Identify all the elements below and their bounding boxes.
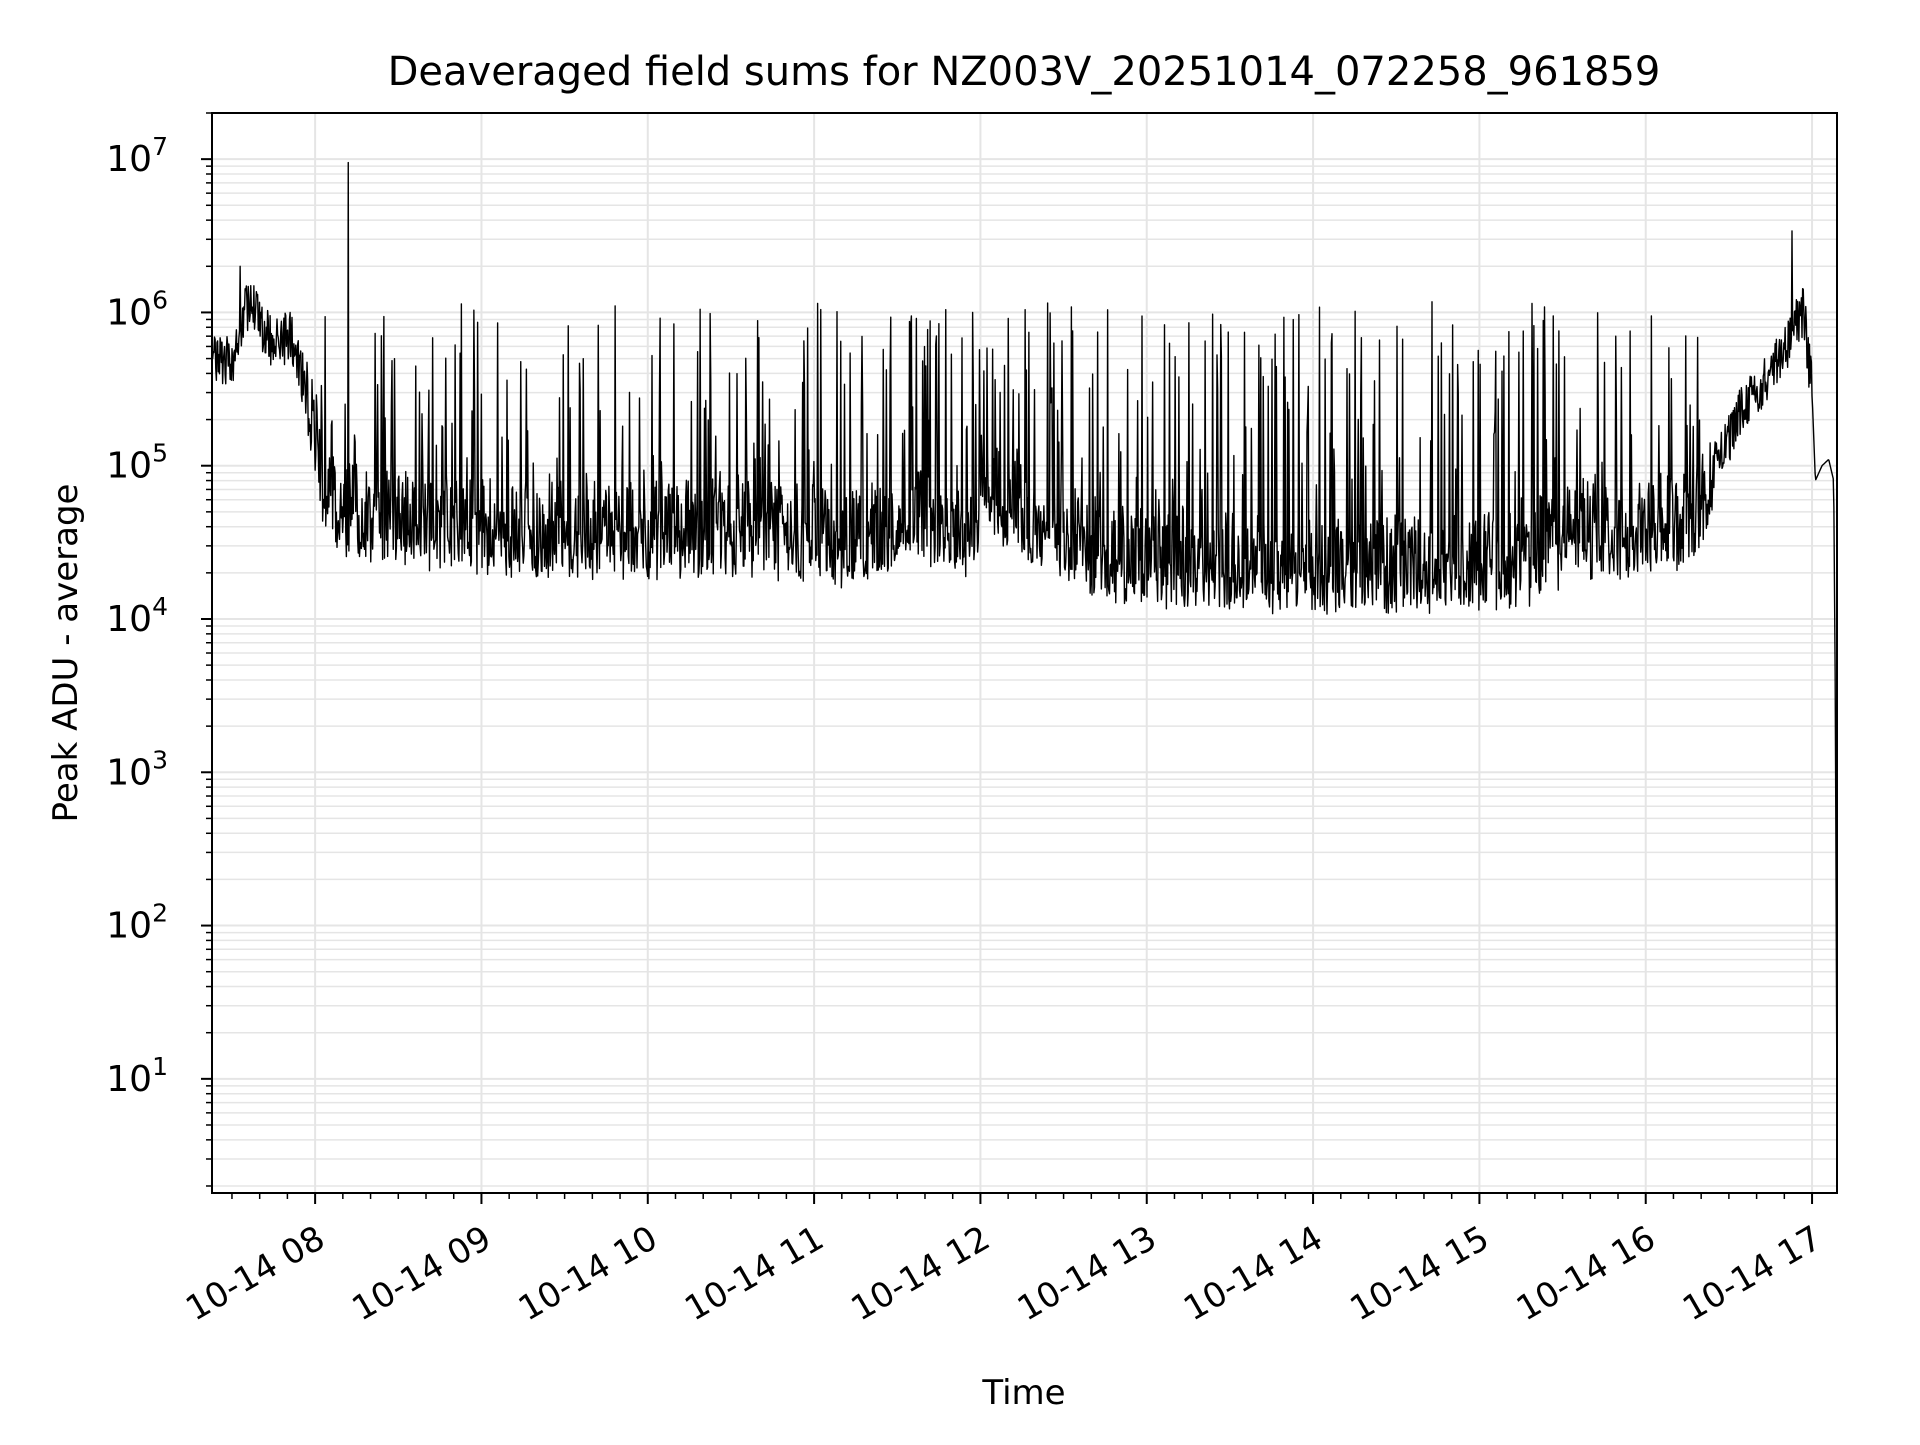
y-axis-label: Peak ADU - average — [46, 484, 86, 823]
y-tick-label: 103 — [106, 745, 168, 793]
series-line — [211, 161, 1838, 1125]
y-tick-label: 107 — [106, 132, 168, 180]
series-layer — [211, 161, 1838, 1125]
chart-title: Deaveraged field sums for NZ003V_2025101… — [388, 49, 1661, 95]
y-tick-label: 102 — [106, 899, 168, 947]
y-tick-label: 106 — [106, 285, 168, 333]
x-axis-label: Time — [981, 1373, 1065, 1413]
y-tick-label: 105 — [106, 439, 168, 487]
major-grid — [212, 113, 1837, 1193]
y-tick-label: 104 — [106, 592, 168, 640]
minor-grid — [212, 112, 1837, 1187]
y-axis-ticks: 101 102 103 104 105 106 107 — [106, 112, 212, 1187]
y-tick-label: 101 — [106, 1052, 168, 1100]
